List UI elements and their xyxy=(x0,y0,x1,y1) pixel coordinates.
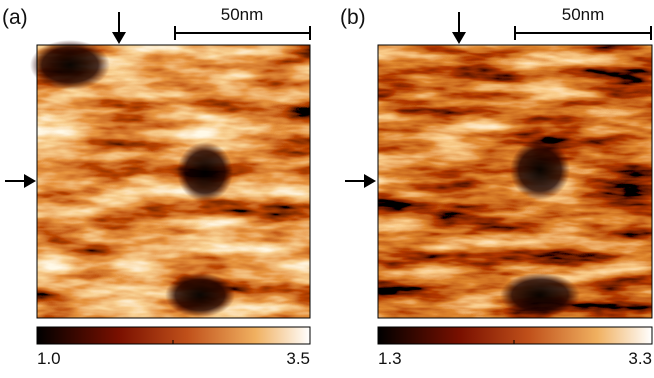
pit xyxy=(177,142,233,202)
colorbar-min: 1.3 xyxy=(378,349,402,368)
panel-a: (a) 50nm 1.0 3.5 xyxy=(2,5,311,368)
scale-bar xyxy=(514,26,652,40)
pit xyxy=(510,140,570,200)
frame xyxy=(36,44,311,319)
pit xyxy=(30,40,110,90)
colorbar xyxy=(377,326,653,345)
colorbar-max: 3.3 xyxy=(628,349,652,368)
pit xyxy=(500,273,580,317)
colorbar-min: 1.0 xyxy=(37,349,61,368)
afm-image xyxy=(37,45,310,318)
frame xyxy=(377,44,653,319)
pit xyxy=(165,273,235,317)
panel-label: (a) xyxy=(2,6,28,29)
scale-bar xyxy=(174,26,311,40)
panel-label: (b) xyxy=(340,6,366,29)
scale-bar-label: 50nm xyxy=(562,5,605,24)
colorbar-max: 3.5 xyxy=(286,349,310,368)
scale-bar-label: 50nm xyxy=(221,5,264,24)
panel-b: (b) 50nm 1.3 3.3 xyxy=(340,5,653,368)
